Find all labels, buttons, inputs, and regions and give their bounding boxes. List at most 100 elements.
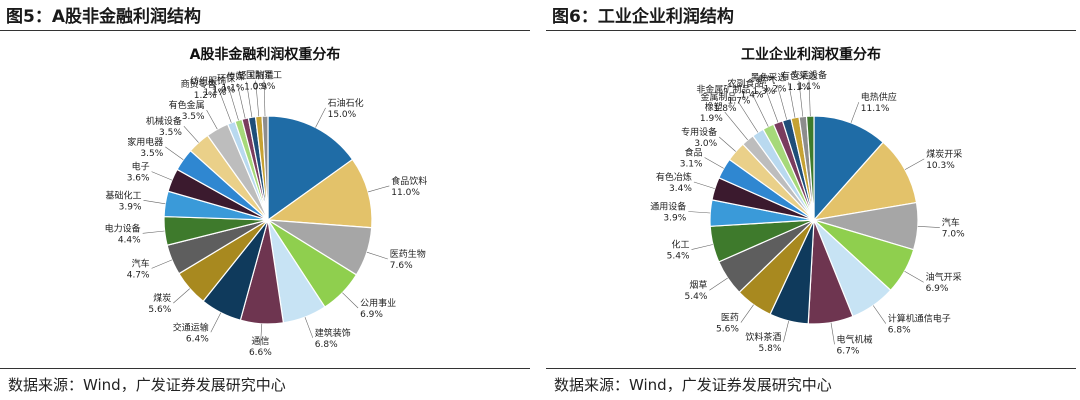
slice-value-label: 5.8%	[759, 344, 782, 354]
slice-label: 煤炭开采	[926, 148, 962, 160]
leader-line	[210, 312, 222, 333]
slice-label: 纺织服饰	[190, 75, 226, 87]
leader-line	[752, 94, 769, 127]
pie-chart-industrial: 工业企业利润权重分布 电热供应 11.1% 煤炭开采 10.3% 汽车 7.0% 油气开采 6.…	[546, 32, 1076, 366]
pie-slice	[813, 115, 884, 222]
leader-line	[765, 88, 779, 123]
leader-line	[246, 81, 253, 118]
slice-value-label: 3.9%	[119, 202, 142, 212]
slice-value-label: 5.6%	[716, 325, 739, 335]
top-rule	[0, 30, 530, 31]
slice-value-label: 7.0%	[942, 230, 965, 240]
slice-label: 化工	[671, 239, 689, 251]
slice-value-label: 11.0%	[391, 188, 420, 198]
slice-value-label: 3.0%	[694, 139, 717, 149]
slice-value-label: 3.4%	[669, 184, 692, 194]
leader-line	[783, 320, 789, 343]
leader-line	[368, 185, 390, 193]
slice-value-label: 4.4%	[118, 235, 141, 245]
slice-label: 金属制品	[700, 91, 736, 103]
slice-label: 食品饮料	[391, 175, 427, 187]
chart-title: 工业企业利润权重分布	[741, 46, 881, 63]
leader-line	[688, 211, 711, 214]
slice-label: 电子	[132, 161, 150, 173]
slice-label: 通用设备	[650, 201, 686, 213]
slice-value-label: 1.9%	[700, 114, 723, 124]
pie-chart-svg: 工业企业利润权重分布电热供应11.1%煤炭开采10.3%汽车7.0%油气开采6.…	[650, 46, 965, 356]
data-source-note: 数据来源：Wind，广发证券发展研究中心	[554, 376, 832, 394]
leader-line	[143, 200, 166, 205]
slice-value-label: 3.5%	[140, 149, 163, 159]
slice-label: 油气开采	[926, 271, 962, 283]
slice-label: 食品	[685, 147, 703, 159]
slice-value-label: 6.9%	[926, 284, 949, 294]
slice-value-label: 11.1%	[861, 104, 890, 114]
leader-line	[724, 111, 748, 141]
slice-label: 燃气	[757, 74, 775, 86]
slice-label: 非金属矿制品	[696, 83, 750, 95]
leader-line	[830, 322, 835, 345]
leader-line	[709, 277, 728, 291]
slice-value-label: 6.8%	[315, 340, 338, 350]
slice-value-label: 5.4%	[667, 252, 690, 262]
slice-value-label: 15.0%	[328, 110, 357, 120]
leader-line	[366, 251, 388, 260]
slice-value-label: 1.2%	[764, 84, 787, 94]
leader-line	[788, 82, 796, 118]
slice-value-label: 1.0%	[212, 85, 235, 95]
slice-label: 烟草	[689, 279, 707, 291]
leader-line	[142, 230, 165, 234]
slice-value-label: 5.4%	[685, 292, 708, 302]
leader-line	[227, 85, 239, 121]
top-rule	[546, 30, 1076, 31]
slice-label: 交通运输	[173, 321, 209, 333]
leader-line	[872, 305, 887, 324]
slice-value-label: 1.0%	[244, 83, 267, 93]
slice-label: 有色冶炼	[656, 171, 692, 183]
leader-line	[151, 171, 173, 181]
figure-title: 图5：A股非金融利润结构	[6, 7, 201, 27]
slice-label: 汽车	[132, 257, 150, 269]
slice-value-label: 6.7%	[837, 346, 860, 356]
slice-label: 电力设备	[105, 222, 141, 234]
leader-line	[808, 80, 811, 117]
slice-label: 基础化工	[105, 189, 141, 201]
slice-value-label: 6.4%	[186, 334, 209, 344]
leader-line	[904, 271, 924, 283]
chart-title: A股非金融利润权重分布	[190, 46, 341, 63]
slice-label: 轻工制造	[238, 70, 274, 82]
leader-line	[777, 84, 787, 120]
slice-label: 机械设备	[146, 115, 182, 127]
leader-line	[173, 288, 190, 304]
pie-chart-a-share: A股非金融利润权重分布 石油石化 15.0% 食品饮料 11.0% 医药生物 7.6% 公用事…	[0, 32, 530, 366]
slice-label: 橡塑	[705, 101, 723, 113]
leader-line	[738, 101, 759, 133]
slice-value-label: 1.2%	[194, 91, 217, 101]
figure-panel-a-share: 图5：A股非金融利润结构 A股非金融利润权重分布 石油石化 15.0% 食品饮料 11.…	[0, 0, 530, 400]
slice-label: 农副食品	[727, 78, 763, 90]
pie-slice	[261, 115, 269, 221]
bottom-rule	[546, 368, 1076, 369]
slice-value-label: 0.9%	[253, 82, 276, 92]
slice-value-label: 1.4%	[741, 91, 764, 101]
leader-line	[236, 83, 246, 119]
slice-value-label: 6.6%	[249, 348, 272, 358]
leader-line	[904, 158, 925, 170]
slice-label: 电热供应	[861, 91, 897, 103]
slice-label: 专用设备	[681, 126, 717, 138]
slice-value-label: 5.6%	[148, 305, 171, 315]
leader-line	[165, 146, 184, 160]
leader-line	[206, 109, 218, 130]
leader-line	[260, 323, 263, 346]
slice-value-label: 3.5%	[159, 128, 182, 138]
leader-line	[255, 80, 260, 117]
data-source-note: 数据来源：Wind，广发证券发展研究中心	[8, 376, 286, 394]
slice-value-label: 1.1%	[787, 83, 810, 93]
leader-line	[917, 226, 940, 228]
slice-label: 建筑装饰	[315, 327, 351, 339]
leader-line	[315, 107, 326, 128]
slice-value-label: 4.7%	[127, 270, 150, 280]
figure-panel-industrial: 图6：工业企业利润结构 工业企业利润权重分布 电热供应 11.1% 煤炭开采 10.3%…	[546, 0, 1076, 400]
slice-label: 汽车	[942, 217, 960, 229]
